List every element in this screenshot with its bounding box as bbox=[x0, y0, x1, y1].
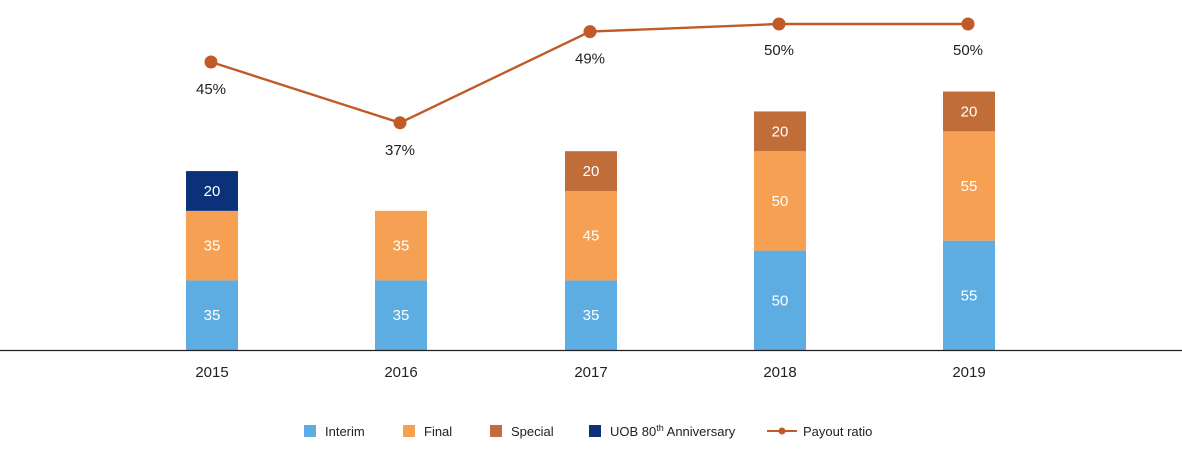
x-tick-2018: 2018 bbox=[763, 364, 796, 381]
legend-swatch-payout-ratio-marker bbox=[778, 427, 786, 435]
x-axis-ticks: 2015 2016 2017 2018 2019 bbox=[195, 364, 985, 381]
payout-ratio-label-2019: 50% bbox=[953, 42, 983, 59]
bar-interim-2017 bbox=[565, 280, 617, 350]
legend-label-final: Final bbox=[424, 424, 452, 439]
bar-final-2016 bbox=[375, 210, 427, 281]
bar-special-2019 bbox=[943, 91, 995, 132]
bar-interim-2019 bbox=[943, 240, 995, 350]
bar-label-uob-80-2015: 20 bbox=[204, 183, 221, 200]
payout-ratio-point-2018 bbox=[772, 17, 786, 31]
bar-label-final-2019: 55 bbox=[961, 178, 978, 195]
legend: Interim Final Special UOB 80th Anniversary P… bbox=[304, 423, 872, 439]
x-tick-2015: 2015 bbox=[195, 364, 228, 381]
bar-label-interim-2015: 35 bbox=[204, 307, 221, 324]
payout-ratio-label-2017: 49% bbox=[575, 51, 605, 68]
legend-label-special: Special bbox=[511, 424, 554, 439]
bar-special-2018 bbox=[754, 111, 806, 152]
legend-label-uob-80: UOB 80th Anniversary bbox=[610, 423, 736, 439]
bar-interim-2016 bbox=[375, 280, 427, 350]
payout-ratio-point-2019 bbox=[961, 17, 975, 31]
bar-label-interim-2019: 55 bbox=[961, 287, 978, 304]
bar-special-2017 bbox=[565, 151, 617, 191]
x-tick-2016: 2016 bbox=[384, 364, 417, 381]
x-tick-2017: 2017 bbox=[574, 364, 607, 381]
bar-interim-2015 bbox=[186, 280, 238, 350]
legend-swatch-special bbox=[490, 425, 502, 437]
bar-final-2019 bbox=[943, 131, 995, 241]
legend-swatch-uob-80 bbox=[589, 425, 601, 437]
payout-ratio-label-2015: 45% bbox=[196, 81, 226, 98]
bar-label-final-2016: 35 bbox=[393, 238, 410, 255]
payout-ratio-line bbox=[210, 22, 968, 125]
bar-label-interim-2017: 35 bbox=[583, 307, 600, 324]
bars-layer: 35 35 20 35 35 35 45 20 50 50 20 55 55 20 bbox=[186, 91, 995, 350]
payout-line-layer: 45% 37% 49% 50% 50% bbox=[196, 17, 983, 159]
legend-swatch-final bbox=[403, 425, 415, 437]
bar-final-2017 bbox=[565, 190, 617, 281]
legend-label-payout-ratio: Payout ratio bbox=[803, 424, 872, 439]
legend-label-interim: Interim bbox=[325, 424, 365, 439]
bar-label-final-2017: 45 bbox=[583, 228, 600, 245]
payout-ratio-point-2016 bbox=[393, 116, 407, 130]
legend-swatch-interim bbox=[304, 425, 316, 437]
payout-ratio-label-2018: 50% bbox=[764, 42, 794, 59]
bar-label-final-2015: 35 bbox=[204, 238, 221, 255]
payout-ratio-point-2015 bbox=[204, 55, 218, 69]
bar-label-interim-2016: 35 bbox=[393, 307, 410, 324]
bar-uob-80-2015 bbox=[186, 171, 238, 211]
bar-final-2015 bbox=[186, 210, 238, 281]
bar-final-2018 bbox=[754, 151, 806, 251]
bar-label-interim-2018: 50 bbox=[772, 292, 789, 309]
bar-label-final-2018: 50 bbox=[772, 193, 789, 210]
bar-label-special-2017: 20 bbox=[583, 163, 600, 180]
payout-ratio-label-2016: 37% bbox=[385, 142, 415, 159]
payout-ratio-point-2017 bbox=[583, 25, 597, 39]
bar-label-special-2018: 20 bbox=[772, 123, 789, 140]
bar-interim-2018 bbox=[754, 250, 806, 350]
x-tick-2019: 2019 bbox=[952, 364, 985, 381]
bar-label-special-2019: 20 bbox=[961, 103, 978, 120]
